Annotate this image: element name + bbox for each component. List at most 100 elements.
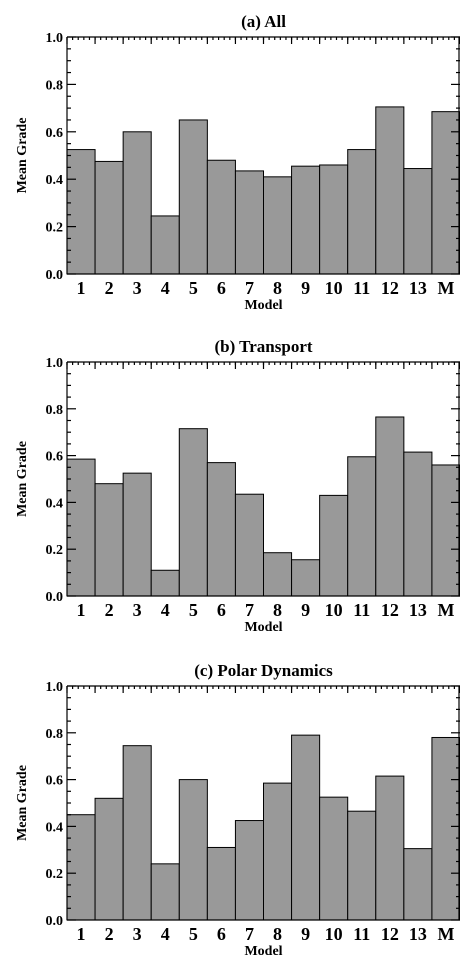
bar-3 xyxy=(122,131,152,275)
xtick-label: M xyxy=(437,278,454,298)
bar-7 xyxy=(234,170,265,275)
ytick-label: 0.6 xyxy=(46,774,64,789)
x-axis-label: Model xyxy=(244,298,282,313)
y-axis-label: Mean Grade xyxy=(15,118,30,194)
xtick-label: 8 xyxy=(273,924,282,944)
xtick-label: 1 xyxy=(77,278,86,298)
xtick-label: 11 xyxy=(353,278,370,298)
xtick-label: 10 xyxy=(325,924,343,944)
xtick-label: 9 xyxy=(301,600,310,620)
ytick-label: 0.6 xyxy=(46,126,64,141)
ytick-label: 0.8 xyxy=(46,727,64,742)
xtick-label: 12 xyxy=(381,278,399,298)
bar-7 xyxy=(234,493,265,597)
xtick-label: 12 xyxy=(381,600,399,620)
ytick-label: 1.0 xyxy=(46,356,64,371)
ytick-label: 0.2 xyxy=(46,543,64,558)
xtick-label: 4 xyxy=(161,278,170,298)
bar-2 xyxy=(94,483,124,597)
xtick-label: 1 xyxy=(77,924,86,944)
chart-title: (b) Transport xyxy=(214,337,312,356)
bar-12 xyxy=(375,106,405,275)
xtick-label: 5 xyxy=(189,600,198,620)
bar-1 xyxy=(66,458,96,597)
bar-4 xyxy=(150,863,180,921)
ytick-label: 0.0 xyxy=(46,590,64,605)
xtick-label: 9 xyxy=(301,924,310,944)
xtick-label: 5 xyxy=(189,924,198,944)
bar-5 xyxy=(178,119,208,275)
bar-10 xyxy=(319,164,349,275)
xtick-label: 2 xyxy=(105,600,114,620)
chart-title: (c) Polar Dynamics xyxy=(194,661,333,680)
bar-3 xyxy=(122,745,152,921)
ytick-label: 0.6 xyxy=(46,450,64,465)
ytick-label: 0.2 xyxy=(46,867,64,882)
bar-M xyxy=(431,736,460,921)
ytick-label: 0.8 xyxy=(46,403,64,418)
xtick-label: 10 xyxy=(325,278,343,298)
bar-1 xyxy=(66,149,96,275)
xtick-label: 2 xyxy=(105,278,114,298)
bar-13 xyxy=(403,168,433,275)
bar-4 xyxy=(150,569,180,597)
xtick-label: 4 xyxy=(161,924,170,944)
bar-12 xyxy=(375,416,405,597)
xtick-label: 11 xyxy=(353,600,370,620)
xtick-label: 13 xyxy=(409,600,427,620)
bar-11 xyxy=(347,456,377,597)
bar-M xyxy=(431,464,460,597)
ytick-label: 1.0 xyxy=(46,31,64,46)
y-axis-label: Mean Grade xyxy=(15,441,30,517)
bar-11 xyxy=(347,810,377,921)
ytick-label: 0.0 xyxy=(46,914,64,929)
bar-6 xyxy=(206,462,236,597)
bar-10 xyxy=(319,796,349,921)
xtick-label: 10 xyxy=(325,600,343,620)
ytick-label: 0.0 xyxy=(46,268,64,283)
bar-5 xyxy=(178,779,208,921)
bar-3 xyxy=(122,472,152,597)
bar-13 xyxy=(403,451,433,597)
bar-9 xyxy=(291,734,321,921)
bar-13 xyxy=(403,848,433,921)
xtick-label: 13 xyxy=(409,278,427,298)
xtick-label: M xyxy=(437,924,454,944)
xtick-label: 8 xyxy=(273,278,282,298)
bar-9 xyxy=(291,559,321,597)
bar-6 xyxy=(206,159,236,275)
xtick-label: 2 xyxy=(105,924,114,944)
xtick-label: 12 xyxy=(381,924,399,944)
xtick-label: M xyxy=(437,600,454,620)
ytick-label: 0.8 xyxy=(46,78,64,93)
bar-11 xyxy=(347,149,377,275)
bar-12 xyxy=(375,775,405,921)
bar-2 xyxy=(94,797,124,921)
xtick-label: 5 xyxy=(189,278,198,298)
bar-7 xyxy=(234,820,265,921)
xtick-label: 3 xyxy=(133,278,142,298)
bar-8 xyxy=(263,552,293,597)
bar-2 xyxy=(94,160,124,275)
xtick-label: 13 xyxy=(409,924,427,944)
xtick-label: 7 xyxy=(245,924,254,944)
chart-title: (a) All xyxy=(241,12,286,31)
y-axis-label: Mean Grade xyxy=(15,765,30,841)
xtick-label: 7 xyxy=(245,278,254,298)
bar-M xyxy=(431,111,460,275)
xtick-label: 3 xyxy=(133,924,142,944)
bar-8 xyxy=(263,176,293,275)
xtick-label: 3 xyxy=(133,600,142,620)
ytick-label: 0.2 xyxy=(46,221,64,236)
bar-1 xyxy=(66,814,96,921)
ytick-label: 0.4 xyxy=(46,173,64,188)
bar-5 xyxy=(178,428,208,597)
bar-8 xyxy=(263,782,293,921)
bar-10 xyxy=(319,494,349,597)
xtick-label: 6 xyxy=(217,278,226,298)
xtick-label: 11 xyxy=(353,924,370,944)
